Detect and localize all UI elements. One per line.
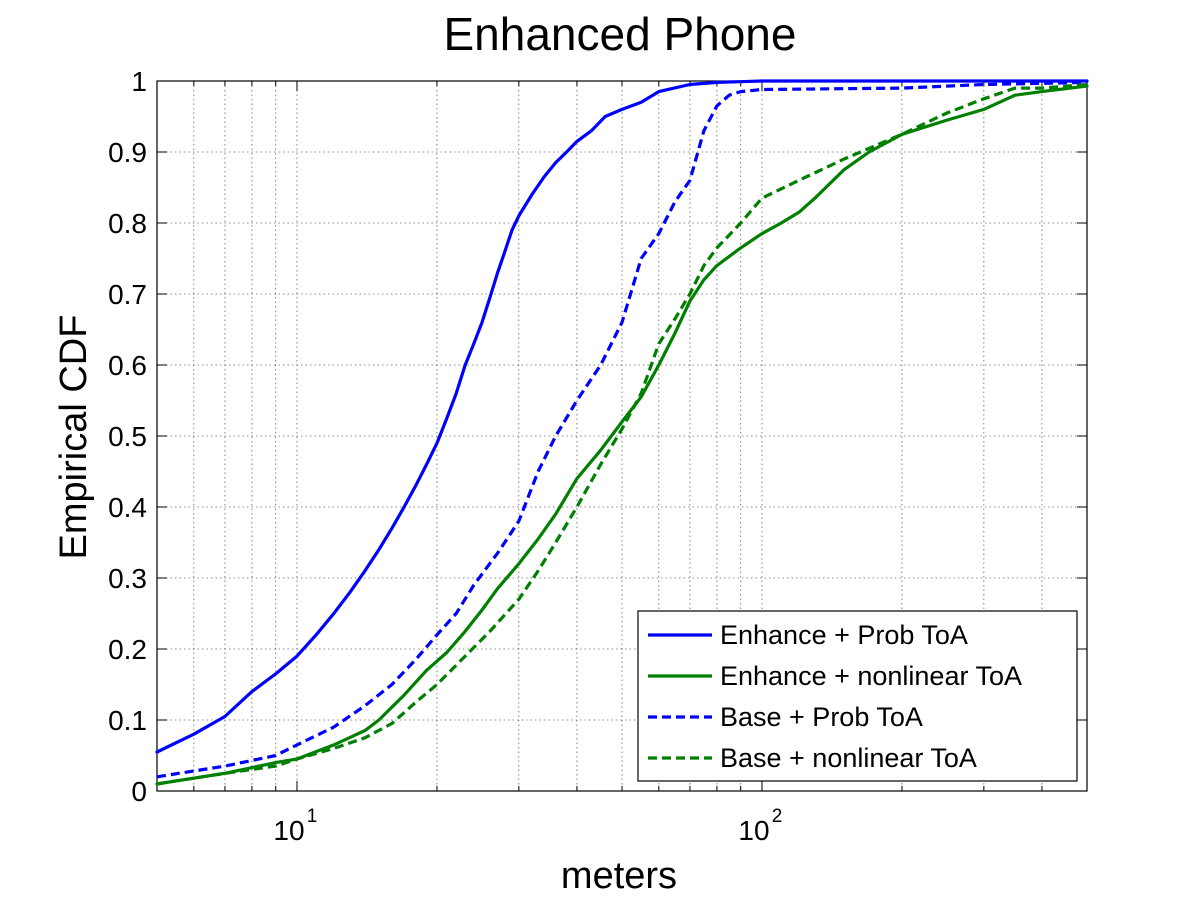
legend: Enhance + Prob ToA Enhance + nonlinear To… [637, 610, 1078, 782]
series-lines [155, 79, 1089, 786]
legend-label: Enhance + nonlinear ToA [720, 661, 1022, 691]
y-tick-labels: 0 0.1 0.2 0.3 0.4 0.5 0.6 0.7 0.8 0.9 1 [108, 66, 147, 807]
series-line-base-prob-toa [156, 80, 1088, 779]
legend-label: Base + Prob ToA [720, 702, 923, 732]
x-tick-exponent: 2 [772, 806, 783, 827]
y-tick-label: 0.3 [108, 563, 147, 594]
y-tick-label: 0.5 [108, 421, 147, 452]
legend-label: Enhance + Prob ToA [720, 620, 968, 650]
x-tick-label: 10 [738, 815, 769, 846]
series-line-enhance-nonlinear-toa [155, 84, 1089, 786]
y-tick-label: 0.9 [108, 137, 147, 168]
legend-label: Base + nonlinear ToA [720, 743, 977, 773]
series-line-enhance-prob-toa [155, 79, 1089, 754]
y-tick-label: 0.2 [108, 634, 147, 665]
y-tick-label: 0.7 [108, 279, 147, 310]
chart-title: Enhanced Phone [444, 8, 797, 60]
y-tick-label: 0.1 [108, 705, 147, 736]
y-tick-label: 0 [131, 776, 147, 807]
x-tick-exponent: 1 [307, 806, 318, 827]
y-tick-label: 0.4 [108, 492, 147, 523]
x-axis-label: meters [561, 855, 677, 897]
axis-ticks [156, 80, 1088, 792]
x-tick-labels: 10 1 10 2 [273, 806, 782, 846]
series-line-base-nonlinear-toa [156, 82, 1088, 786]
legend-box [637, 610, 1078, 782]
y-tick-label: 0.6 [108, 350, 147, 381]
y-axis-label: Empirical CDF [53, 315, 95, 560]
x-tick-label: 10 [273, 815, 304, 846]
y-tick-label: 0.8 [108, 208, 147, 239]
grid-lines [157, 81, 1087, 791]
y-tick-label: 1 [131, 66, 147, 97]
